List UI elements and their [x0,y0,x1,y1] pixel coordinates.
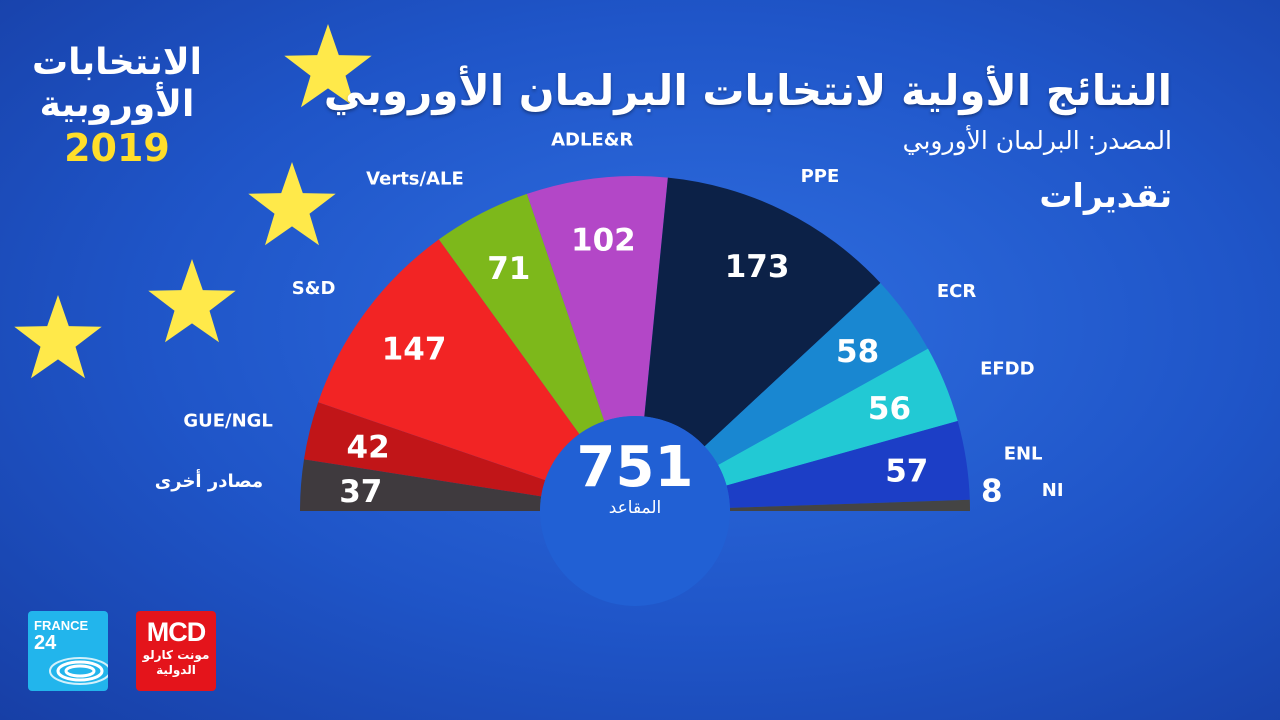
slice-5 [644,177,881,447]
center-disc [540,416,730,606]
star-icon [14,295,102,379]
slice-4 [526,176,668,422]
slice-value-2: 147 [382,332,447,368]
slice-name-0: مصادر أخرى [155,469,263,492]
mcd-logo-text: MCD [146,617,207,647]
slice-name-9: NI [1042,480,1064,501]
star-icon [248,162,336,246]
badge-year: 2019 [64,126,170,170]
slice-value-4: 102 [571,222,636,258]
slice-value-3: 71 [487,251,530,287]
star-icon [284,24,372,108]
slice-value-7: 56 [868,391,911,427]
mcd-logo-line2: مونت كارلو [142,648,210,662]
slice-name-7: EFDD [980,359,1034,380]
slice-7 [718,348,958,486]
total-seats-label: المقاعد [609,498,662,518]
election-badge: الانتخابات الأوروبية 2019 [22,42,212,170]
mcd-logo: MCD مونت كارلو الدولية [136,611,216,691]
slice-name-8: ENL [1004,443,1043,464]
slice-value-5: 173 [725,249,790,285]
slice-name-6: ECR [937,281,977,302]
slice-9 [729,499,970,511]
france24-swirl-icon [49,657,108,685]
slice-value-1: 42 [347,429,390,465]
mcd-logo-line3: الدولية [156,663,196,677]
slice-name-4: ADLE&R [551,130,633,151]
slice-value-8: 57 [885,454,928,490]
france24-logo: FRANCE 24 [28,611,108,691]
slice-1 [304,402,546,497]
badge-line2: الأوروبية [39,84,195,125]
slice-value-6: 58 [836,334,879,370]
slice-name-5: PPE [801,166,840,187]
chart-title: النتائج الأولية لانتخابات البرلمان الأور… [323,66,1172,115]
estimates-label: تقديرات [1039,176,1172,215]
slice-name-2: S&D [292,278,336,299]
star-icon [148,259,236,343]
slice-value-0: 37 [339,474,382,510]
chart-source: المصدر: البرلمان الأوروبي [902,126,1172,155]
slice-value-9: 8 [981,473,1003,509]
slice-2 [318,239,580,481]
total-seats: 751 [577,435,694,500]
slice-3 [438,193,605,434]
slice-8 [726,421,970,508]
slice-6 [704,282,928,465]
slice-name-1: GUE/NGL [183,410,273,431]
slice-name-3: Verts/ALE [366,169,464,190]
france24-logo-number: 24 [34,632,57,654]
france24-logo-text: FRANCE [34,618,89,633]
badge-line1: الانتخابات [31,42,203,83]
slice-0 [300,459,542,511]
